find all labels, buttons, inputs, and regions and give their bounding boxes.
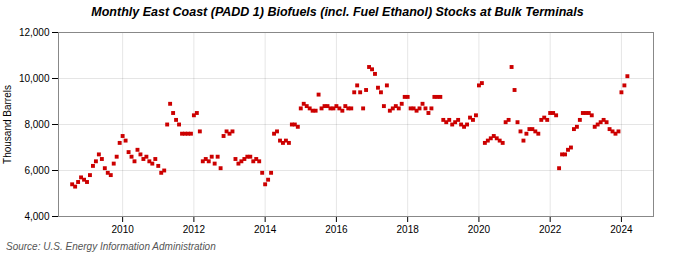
svg-text:2018: 2018	[397, 224, 420, 235]
svg-text:2010: 2010	[112, 224, 135, 235]
svg-text:10,000: 10,000	[19, 73, 50, 84]
html-text:Source: U.S. Energy Informatio: Source: U.S. Energy Information Administ…	[6, 241, 216, 252]
html-text:Monthly East Coast (PADD 1) Bi: Monthly East Coast (PADD 1) Biofuels (in…	[91, 5, 584, 19]
svg-text:2014: 2014	[254, 224, 277, 235]
svg-text:4,000: 4,000	[24, 211, 49, 222]
svg-text:2020: 2020	[468, 224, 491, 235]
svg-text:2012: 2012	[183, 224, 206, 235]
svg-text:2016: 2016	[325, 224, 348, 235]
svg-text:2024: 2024	[610, 224, 633, 235]
svg-text:Thousand Barrels: Thousand Barrels	[2, 85, 13, 164]
svg-text:2022: 2022	[539, 224, 562, 235]
svg-text:8,000: 8,000	[24, 119, 49, 130]
svg-text:6,000: 6,000	[24, 165, 49, 176]
svg-text:12,000: 12,000	[19, 27, 50, 38]
